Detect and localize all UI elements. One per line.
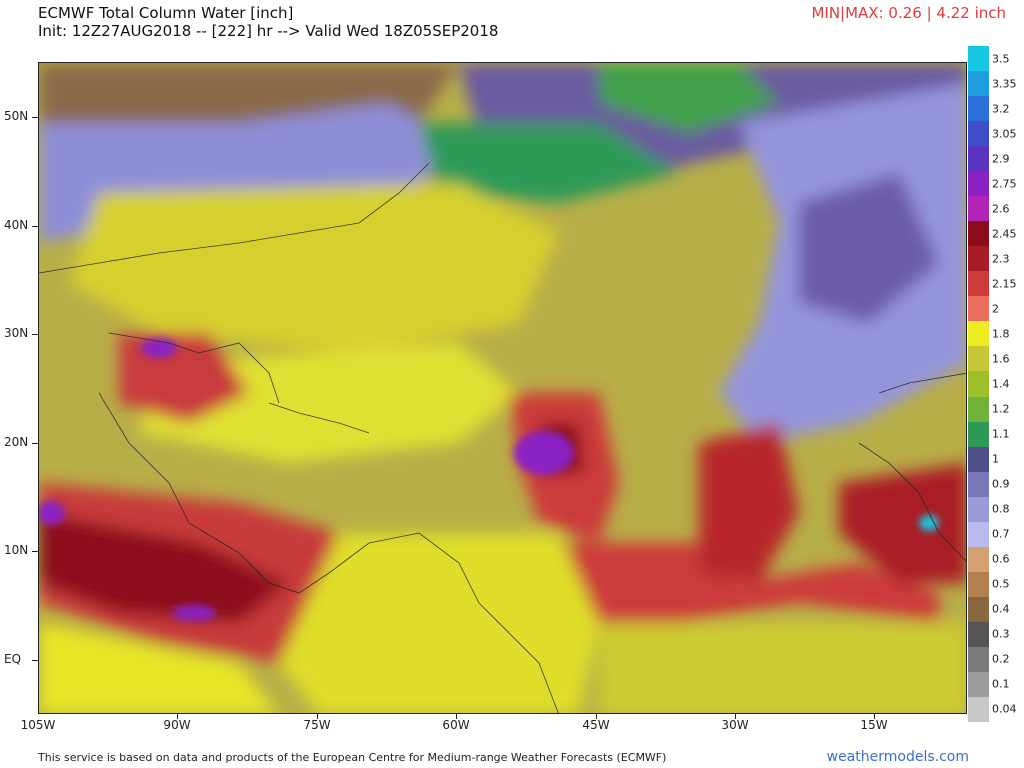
lon-tick bbox=[596, 714, 597, 719]
color-scale-label: 2.45 bbox=[992, 227, 1017, 241]
lon-label-30w: 30W bbox=[721, 718, 749, 732]
lat-tick bbox=[32, 443, 38, 444]
color-scale-swatch bbox=[968, 121, 989, 147]
color-scale-swatch bbox=[968, 521, 989, 548]
color-scale-swatch bbox=[968, 646, 989, 673]
color-scale-swatch bbox=[968, 221, 989, 247]
lat-label-30n: 30N bbox=[4, 326, 29, 340]
color-scale-swatch bbox=[968, 271, 989, 297]
lon-label-75w: 75W bbox=[303, 718, 331, 732]
color-scale-label: 3.05 bbox=[992, 127, 1017, 141]
color-scale-label: 1.1 bbox=[992, 427, 1010, 441]
color-scale-swatch bbox=[968, 446, 989, 473]
color-scale-label: 0.04 bbox=[992, 702, 1017, 716]
color-scale-swatch bbox=[968, 471, 989, 498]
color-scale-label: 0.4 bbox=[992, 602, 1010, 616]
lon-label-105w: 105W bbox=[20, 718, 56, 732]
color-scale-swatch bbox=[968, 421, 989, 448]
map-title: ECMWF Total Column Water [inch] bbox=[38, 4, 294, 22]
lon-tick bbox=[874, 714, 875, 719]
color-scale-label: 2.6 bbox=[992, 202, 1010, 216]
color-scale-label: 1.6 bbox=[992, 352, 1010, 366]
color-scale-label: 0.2 bbox=[992, 652, 1010, 666]
lat-tick bbox=[32, 226, 38, 227]
color-scale-label: 0.1 bbox=[992, 677, 1010, 691]
color-scale-bar bbox=[968, 46, 989, 723]
color-scale-label: 0.8 bbox=[992, 502, 1010, 516]
lat-label-10n: 10N bbox=[4, 543, 29, 557]
lat-label-20n: 20N bbox=[4, 435, 29, 449]
color-scale-swatch bbox=[968, 196, 989, 222]
lat-tick bbox=[32, 117, 38, 118]
lon-label-15w: 15W bbox=[860, 718, 888, 732]
color-scale-swatch bbox=[968, 671, 989, 698]
lon-label-60w: 60W bbox=[442, 718, 470, 732]
lat-tick bbox=[32, 334, 38, 335]
color-scale-label: 0.9 bbox=[992, 477, 1010, 491]
color-scale-label: 1.2 bbox=[992, 402, 1010, 416]
lat-label-eq: EQ bbox=[4, 652, 22, 666]
color-scale-swatch bbox=[968, 71, 989, 97]
color-scale-swatch bbox=[968, 246, 989, 272]
color-scale-swatch bbox=[968, 96, 989, 122]
color-scale-swatch bbox=[968, 496, 989, 523]
color-scale-label: 3.5 bbox=[992, 52, 1010, 66]
color-scale-swatch bbox=[968, 371, 989, 397]
lon-tick bbox=[177, 714, 178, 719]
color-scale-label: 3.35 bbox=[992, 77, 1017, 91]
color-scale-label: 2.75 bbox=[992, 177, 1017, 191]
color-scale-swatch bbox=[968, 696, 989, 723]
brand-link[interactable]: weathermodels.com bbox=[826, 749, 969, 765]
ecmwf-disclaimer: This service is based on data and produc… bbox=[38, 751, 667, 764]
lon-tick bbox=[735, 714, 736, 719]
lat-tick bbox=[32, 551, 38, 552]
color-scale-swatch bbox=[968, 296, 989, 322]
color-scale-swatch bbox=[968, 171, 989, 197]
lat-label-50n: 50N bbox=[4, 109, 29, 123]
lat-label-40n: 40N bbox=[4, 218, 29, 232]
color-scale-label: 0.7 bbox=[992, 527, 1010, 541]
total-column-water-field bbox=[39, 63, 966, 713]
color-scale-label: 0.6 bbox=[992, 552, 1010, 566]
color-scale-swatch bbox=[968, 571, 989, 598]
color-scale-label: 2 bbox=[992, 302, 999, 316]
color-scale-label: 2.9 bbox=[992, 152, 1010, 166]
color-scale-swatch bbox=[968, 396, 989, 423]
color-scale-swatch bbox=[968, 546, 989, 573]
color-scale-label: 3.2 bbox=[992, 102, 1010, 116]
color-scale-swatch bbox=[968, 146, 989, 172]
color-scale-swatch bbox=[968, 346, 989, 372]
color-scale-label: 1 bbox=[992, 452, 999, 466]
lat-tick bbox=[32, 660, 38, 661]
color-scale-label: 2.15 bbox=[992, 277, 1017, 291]
color-scale-swatch bbox=[968, 596, 989, 623]
color-scale-swatch bbox=[968, 321, 989, 347]
color-scale-label: 2.3 bbox=[992, 252, 1010, 266]
color-scale-swatch bbox=[968, 46, 989, 72]
color-scale-label: 0.5 bbox=[992, 577, 1010, 591]
lon-tick bbox=[456, 714, 457, 719]
color-scale-label: 1.4 bbox=[992, 377, 1010, 391]
color-scale-label: 1.8 bbox=[992, 327, 1010, 341]
lon-label-45w: 45W bbox=[582, 718, 610, 732]
min-max-readout: MIN|MAX: 0.26 | 4.22 inch bbox=[811, 4, 1006, 22]
init-valid-line: Init: 12Z27AUG2018 -- [222] hr --> Valid… bbox=[38, 22, 499, 40]
lon-tick bbox=[317, 714, 318, 719]
map-area bbox=[38, 62, 967, 714]
color-scale-label: 0.3 bbox=[992, 627, 1010, 641]
lon-label-90w: 90W bbox=[163, 718, 191, 732]
color-scale-swatch bbox=[968, 621, 989, 648]
